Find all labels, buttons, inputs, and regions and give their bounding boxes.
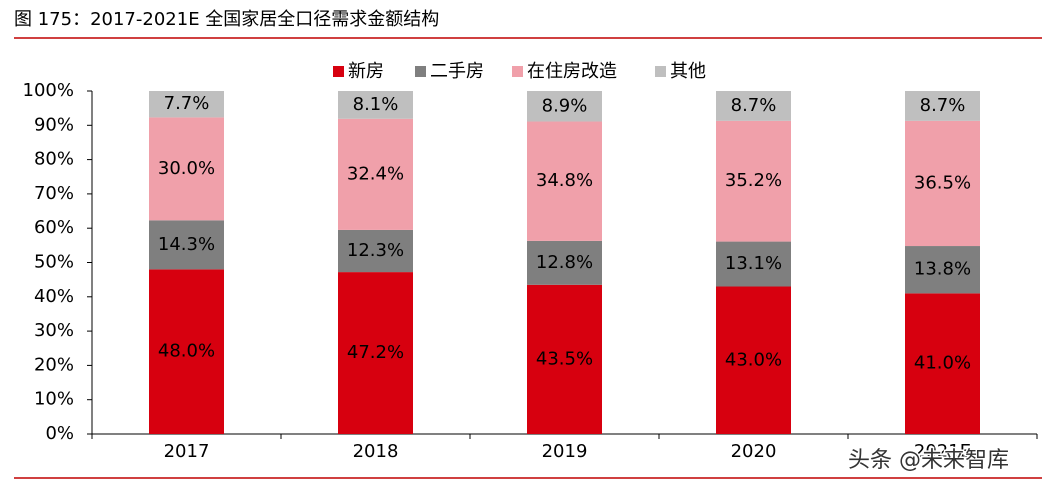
legend-swatch — [655, 66, 666, 77]
bar-segment — [716, 241, 791, 287]
bar-segment — [338, 118, 413, 230]
bar-segment — [905, 246, 980, 294]
bar-segment — [338, 91, 413, 119]
legend-swatch — [333, 66, 344, 77]
value-label: 12.8% — [536, 252, 593, 273]
value-label: 35.2% — [725, 170, 782, 191]
bar-segment — [527, 91, 602, 122]
bar-segment — [527, 284, 602, 434]
y-tick-label: 20% — [34, 354, 74, 375]
chart-title: 图 175：2017-2021E 全国家居全口径需求金额结构 — [14, 9, 439, 30]
bar-segment — [716, 286, 791, 434]
value-label: 43.5% — [536, 348, 593, 369]
bar-segment — [716, 120, 791, 242]
bar-segment — [149, 269, 224, 434]
bar-segment — [527, 121, 602, 241]
bar-segment — [338, 272, 413, 434]
y-tick-label: 10% — [34, 389, 74, 410]
y-tick-label: 30% — [34, 320, 74, 341]
x-tick-label: 2019 — [542, 441, 588, 462]
watermark: 头条 @未来智库 — [848, 448, 1009, 473]
value-label: 12.3% — [347, 240, 404, 261]
value-label: 8.7% — [731, 95, 777, 116]
value-label: 41.0% — [914, 353, 971, 374]
y-tick-label: 90% — [34, 114, 74, 135]
bar-segment — [149, 117, 224, 221]
bar-segment — [149, 91, 224, 118]
value-label: 30.0% — [158, 158, 215, 179]
bar-segment — [905, 293, 980, 434]
value-label: 13.8% — [914, 259, 971, 280]
value-label: 47.2% — [347, 342, 404, 363]
value-label: 14.3% — [158, 234, 215, 255]
x-tick-label: 2017 — [164, 441, 210, 462]
value-label: 48.0% — [158, 341, 215, 362]
value-label: 36.5% — [914, 172, 971, 193]
value-label: 34.8% — [536, 170, 593, 191]
bar-segment — [905, 120, 980, 247]
value-label: 8.9% — [542, 95, 588, 116]
value-label: 43.0% — [725, 349, 782, 370]
legend-swatch — [512, 66, 523, 77]
legend-label: 其他 — [670, 61, 706, 82]
bar-segment — [338, 229, 413, 273]
bar-segment — [716, 91, 791, 121]
value-label: 7.7% — [164, 93, 210, 114]
bar-segment — [527, 240, 602, 285]
bar-segment — [149, 220, 224, 270]
value-label: 13.1% — [725, 253, 782, 274]
legend-label: 二手房 — [430, 61, 484, 82]
legend-swatch — [415, 66, 426, 77]
legend-label: 新房 — [348, 61, 384, 82]
legend-label: 在住房改造 — [527, 61, 617, 82]
bar-segment — [905, 91, 980, 121]
y-tick-label: 60% — [34, 217, 74, 238]
y-tick-label: 0% — [45, 423, 74, 444]
y-tick-label: 70% — [34, 183, 74, 204]
y-tick-label: 50% — [34, 252, 74, 273]
x-tick-label: 2020 — [731, 441, 777, 462]
x-tick-label: 2018 — [353, 441, 399, 462]
value-label: 32.4% — [347, 163, 404, 184]
value-label: 8.1% — [353, 94, 399, 115]
y-tick-label: 100% — [23, 80, 74, 101]
y-tick-label: 80% — [34, 149, 74, 170]
y-tick-label: 40% — [34, 286, 74, 307]
value-label: 8.7% — [920, 95, 966, 116]
x-tick-label: 2021E — [914, 441, 971, 462]
